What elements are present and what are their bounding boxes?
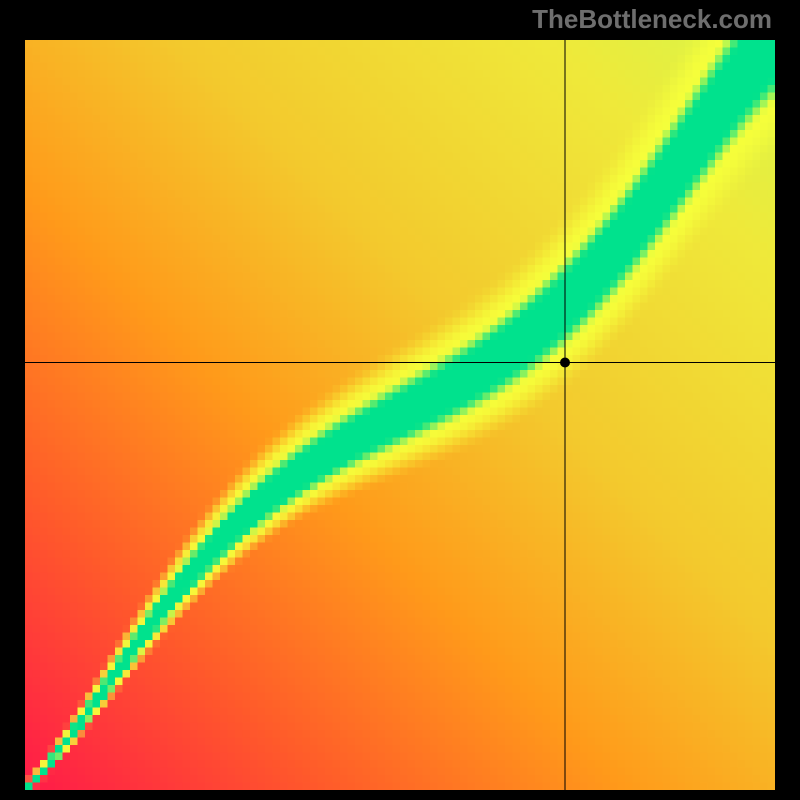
outer-frame: TheBottleneck.com: [0, 0, 800, 800]
crosshair-overlay: [25, 40, 775, 790]
crosshair-dot: [560, 358, 570, 368]
watermark-text: TheBottleneck.com: [532, 4, 772, 35]
bottleneck-heatmap: [25, 40, 775, 790]
